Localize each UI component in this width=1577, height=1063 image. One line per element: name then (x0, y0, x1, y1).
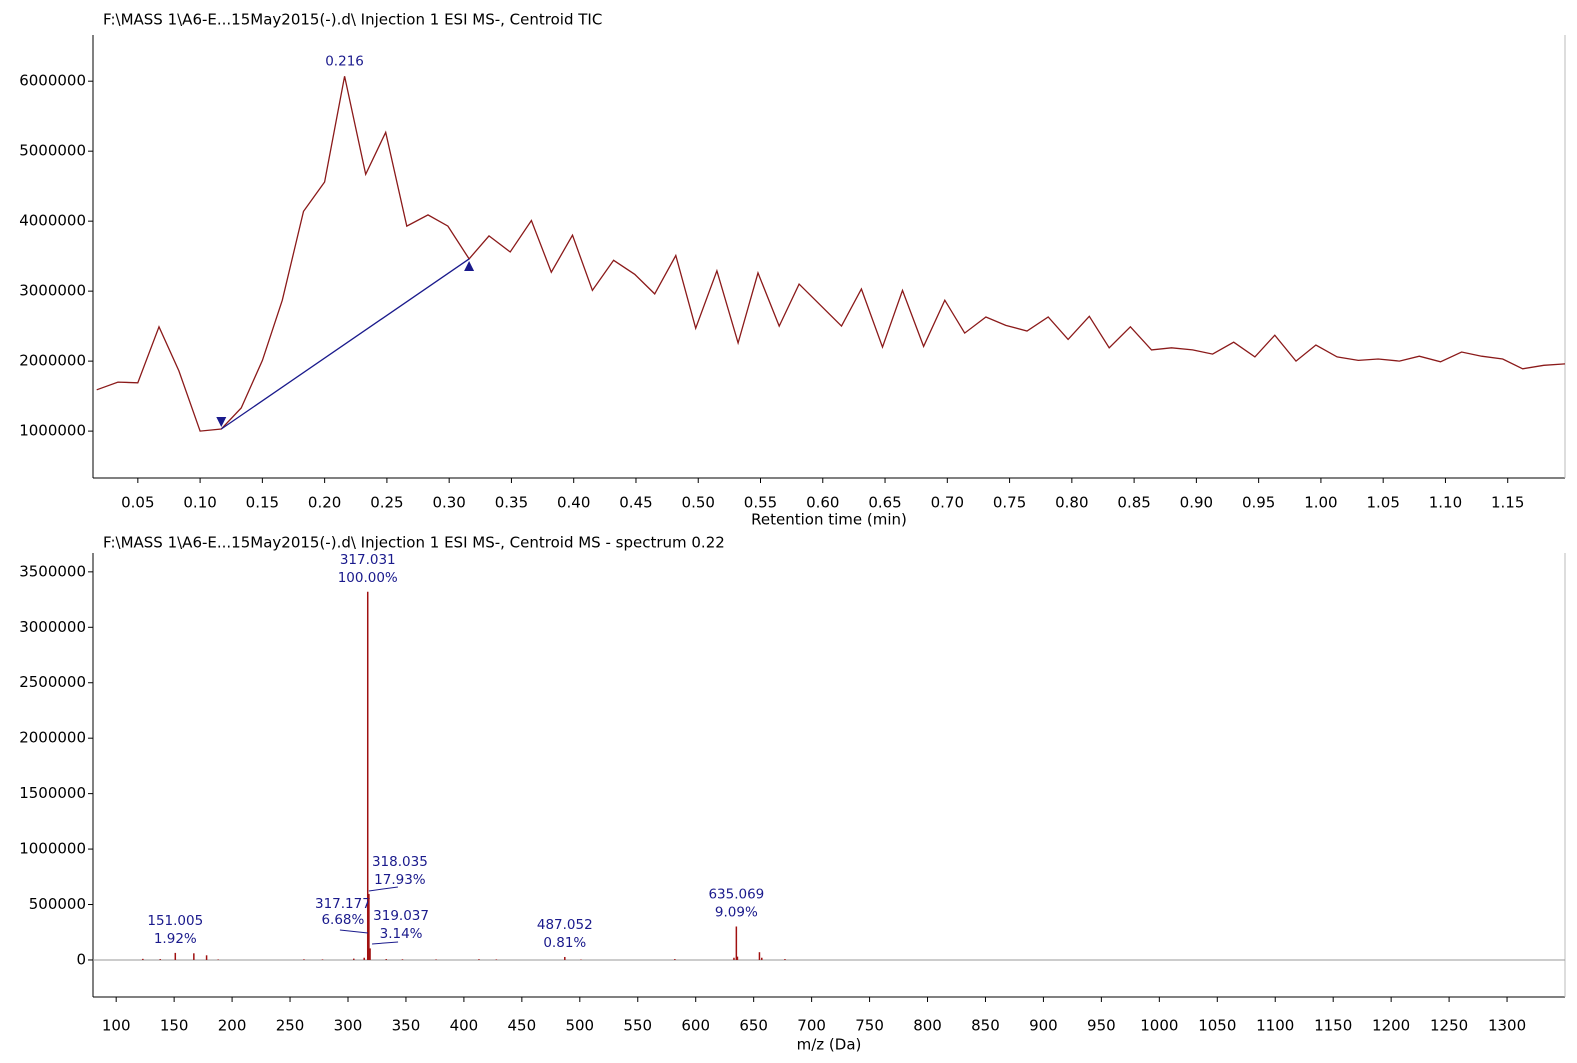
x-tick-label: 0.65 (868, 494, 901, 512)
peak-percent-label: 6.68% (321, 912, 364, 928)
tic-line (96, 76, 1566, 432)
x-tick-label: 1.00 (1304, 494, 1337, 512)
x-tick-label: 1200 (1372, 1017, 1410, 1035)
y-tick-label: 2000000 (19, 352, 86, 370)
x-tick-label: 0.80 (1055, 494, 1088, 512)
integration-baseline (220, 258, 470, 430)
y-tick-label: 3000000 (19, 618, 86, 636)
x-tick-label: 0.55 (744, 494, 777, 512)
y-tick-label: 1000000 (19, 422, 86, 440)
x-tick-label: 450 (508, 1017, 537, 1035)
peak-mz-label: 151.005 (147, 913, 203, 929)
leader-line (372, 941, 399, 945)
chart-title: F:\MASS 1\A6-E...15May2015(-).d\ Injecti… (103, 11, 602, 29)
x-tick-label: 0.45 (619, 494, 652, 512)
x-tick-label: 350 (392, 1017, 421, 1035)
peak-percent-label: 1.92% (154, 931, 197, 947)
leader-line (339, 929, 368, 934)
x-axis-label: m/z (Da) (797, 1036, 862, 1054)
x-tick-label: 1150 (1314, 1017, 1352, 1035)
peak-percent-label: 0.81% (543, 935, 586, 951)
peak-percent-label: 3.14% (380, 926, 423, 942)
peak-mz-label: 317.177 (315, 896, 371, 912)
x-tick-label: 700 (797, 1017, 826, 1035)
x-tick-label: 550 (623, 1017, 652, 1035)
x-tick-label: 0.90 (1180, 494, 1213, 512)
x-tick-label: 850 (971, 1017, 1000, 1035)
peak-mz-label: 319.037 (373, 908, 429, 924)
peak-mz-label: 318.035 (372, 854, 428, 870)
y-tick-label: 2500000 (19, 673, 86, 691)
x-tick-label: 150 (160, 1017, 189, 1035)
chart-title: F:\MASS 1\A6-E...15May2015(-).d\ Injecti… (103, 534, 725, 552)
y-tick-label: 6000000 (19, 72, 86, 90)
x-tick-label: 900 (1029, 1017, 1058, 1035)
y-tick-label: 3000000 (19, 282, 86, 300)
x-tick-label: 0.30 (432, 494, 465, 512)
y-tick-label: 2000000 (19, 729, 86, 747)
peak-percent-label: 9.09% (715, 904, 758, 920)
peak-percent-label: 17.93% (374, 872, 426, 888)
x-tick-label: 0.25 (370, 494, 403, 512)
y-tick-label: 500000 (29, 895, 86, 913)
leader-line (368, 886, 398, 892)
x-tick-label: 600 (681, 1017, 710, 1035)
x-tick-label: 0.60 (806, 494, 839, 512)
x-tick-label: 0.40 (557, 494, 590, 512)
peak-percent-label: 100.00% (338, 570, 398, 586)
baseline-start-marker (216, 417, 227, 428)
x-tick-label: 0.05 (121, 494, 154, 512)
x-tick-label: 1250 (1430, 1017, 1468, 1035)
x-tick-label: 300 (334, 1017, 363, 1035)
x-tick-label: 1000 (1140, 1017, 1178, 1035)
baseline-end-marker (464, 260, 475, 271)
x-tick-label: 0.10 (183, 494, 216, 512)
x-tick-label: 200 (218, 1017, 247, 1035)
x-axis-label: Retention time (min) (751, 511, 907, 529)
x-tick-label: 650 (739, 1017, 768, 1035)
x-tick-label: 1100 (1256, 1017, 1294, 1035)
x-tick-label: 0.35 (495, 494, 528, 512)
x-tick-label: 1300 (1488, 1017, 1526, 1035)
x-tick-label: 500 (565, 1017, 594, 1035)
x-tick-label: 0.20 (308, 494, 341, 512)
peak-label: 0.216 (325, 53, 364, 69)
peak-mz-label: 635.069 (708, 886, 764, 902)
x-tick-label: 100 (102, 1017, 131, 1035)
x-tick-label: 0.50 (682, 494, 715, 512)
y-tick-label: 1000000 (19, 840, 86, 858)
x-tick-label: 1.05 (1366, 494, 1399, 512)
x-tick-label: 0.95 (1242, 494, 1275, 512)
peak-mz-label: 487.052 (537, 917, 593, 933)
x-tick-label: 0.70 (931, 494, 964, 512)
x-tick-label: 0.85 (1117, 494, 1150, 512)
y-tick-label: 3500000 (19, 562, 86, 580)
x-tick-label: 950 (1087, 1017, 1116, 1035)
x-tick-label: 0.15 (246, 494, 279, 512)
x-tick-label: 750 (855, 1017, 884, 1035)
x-tick-label: 400 (450, 1017, 479, 1035)
y-tick-label: 5000000 (19, 142, 86, 160)
y-tick-label: 1500000 (19, 784, 86, 802)
x-tick-label: 1.15 (1491, 494, 1524, 512)
peak-mz-label: 317.031 (340, 552, 396, 568)
y-tick-label: 0 (76, 950, 86, 968)
x-tick-label: 1.10 (1429, 494, 1462, 512)
x-tick-label: 0.75 (993, 494, 1026, 512)
y-tick-label: 4000000 (19, 212, 86, 230)
x-tick-label: 800 (913, 1017, 942, 1035)
x-tick-label: 250 (276, 1017, 305, 1035)
x-tick-label: 1050 (1198, 1017, 1236, 1035)
